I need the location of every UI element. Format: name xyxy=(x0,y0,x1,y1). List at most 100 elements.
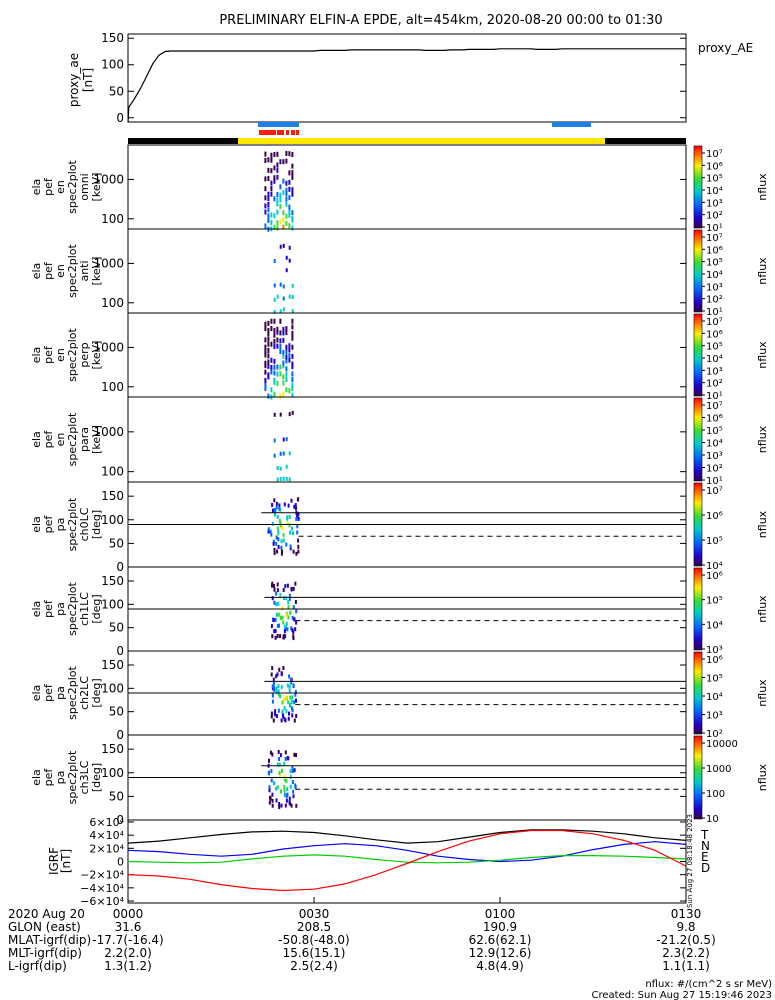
spectrogram-cell xyxy=(282,392,285,398)
proxy-ae-ylabel: proxy_ae xyxy=(67,53,81,107)
colorbar-tick-label: 1000 xyxy=(706,764,731,775)
pitch-angle-cell xyxy=(287,605,290,610)
pitch-angle-cell xyxy=(277,529,280,534)
pitch-angle-cell xyxy=(275,686,278,691)
pitch-angle-cell xyxy=(288,684,291,689)
spectrogram-cell xyxy=(288,195,291,201)
spectrogram-cell xyxy=(282,217,285,223)
pitch-angle-cell xyxy=(280,539,283,544)
collection-bar xyxy=(291,130,295,135)
spectrogram-cell xyxy=(273,175,276,181)
pitch-angle-cell xyxy=(289,530,291,535)
pitch-angle-cell xyxy=(271,581,274,586)
pitch-angle-cell xyxy=(278,518,281,523)
igrf-ylabel: IGRF xyxy=(47,847,61,875)
pitch-angle-cell xyxy=(275,591,278,596)
igrf-ytick-label: 6×10⁴ xyxy=(89,816,124,829)
spectrogram-cell xyxy=(264,321,267,327)
panel-ylabel: ela xyxy=(30,431,43,448)
colorbar-tick-label: 10² xyxy=(706,729,723,740)
spectrogram-cell xyxy=(273,178,276,184)
spectrogram-cell xyxy=(288,357,291,363)
pitch-angle-cell xyxy=(280,551,283,556)
collection-bar xyxy=(286,130,289,135)
science-zone-bar xyxy=(552,122,591,127)
colorbar xyxy=(693,482,703,567)
pitch-angle-cell xyxy=(289,544,292,549)
mlat-0130: -21.2(0.5) xyxy=(656,933,716,947)
pitch-angle-cell xyxy=(273,600,276,605)
spectrogram-cell xyxy=(279,349,282,354)
spectrogram-cell xyxy=(264,352,267,358)
spectrogram-cell xyxy=(282,224,285,230)
panel-pa_ch2: 10⁶ 10⁵ 10⁴ 10³ 10² nflux ela pef pa spec2plot ch2… xyxy=(30,650,769,742)
spectrogram-cell xyxy=(291,215,294,221)
spectrogram-cell xyxy=(273,309,276,314)
spectrogram-cell xyxy=(276,337,279,343)
pitch-angle-cell xyxy=(282,666,285,670)
colorbar-tick-label: 10⁶ xyxy=(706,329,723,340)
spectrogram-cell xyxy=(270,212,273,218)
pitch-angle-cell xyxy=(294,690,297,694)
pitch-angle-cell xyxy=(277,692,280,697)
ytick-label: 0 xyxy=(116,728,124,742)
spectrogram-cell xyxy=(273,391,276,397)
spectrogram-cell xyxy=(264,151,267,157)
spectrogram-cell xyxy=(291,361,294,367)
pitch-angle-cell xyxy=(290,803,293,808)
pitch-angle-cell xyxy=(285,621,288,626)
pitch-angle-cell xyxy=(286,583,289,588)
panel-ylabel: pef xyxy=(42,177,55,196)
panel-frame xyxy=(127,144,687,230)
pitch-angle-cell xyxy=(292,634,295,639)
pitch-angle-cell xyxy=(285,613,288,617)
spectrogram-cell xyxy=(291,187,294,193)
ytick-label: 50 xyxy=(109,789,124,803)
pitch-angle-cell xyxy=(272,618,275,623)
collection-bar xyxy=(277,130,284,135)
panel-ylabel: spec2plot xyxy=(66,666,79,720)
spectrogram-cell xyxy=(279,330,282,336)
spectrogram-cell xyxy=(282,476,285,481)
spectrogram-cell xyxy=(273,377,276,383)
pitch-angle-cell xyxy=(291,766,294,771)
pitch-angle-cell xyxy=(291,713,294,718)
pitch-angle-cell xyxy=(274,628,277,633)
spectrogram-cell xyxy=(273,213,276,219)
spectrogram-cell xyxy=(285,151,288,156)
time-tick-0100: 0100 xyxy=(485,907,516,921)
pitch-angle-cell xyxy=(280,616,283,621)
row-label-glon: GLON (east) xyxy=(8,920,81,934)
pitch-angle-cell xyxy=(275,602,278,607)
spectrogram-cell xyxy=(276,477,279,482)
pitch-angle-cell xyxy=(271,521,274,526)
spectrogram-cell xyxy=(285,187,288,193)
spectrogram-cell xyxy=(267,157,270,163)
pitch-angle-cell xyxy=(281,769,283,773)
igrf-ytick-label: 4×10⁴ xyxy=(89,829,124,842)
spectrogram-cell xyxy=(291,353,294,359)
colorbar-tick-label: 10⁵ xyxy=(706,674,723,685)
pitch-angle-cell xyxy=(279,593,282,597)
pitch-angle-cell xyxy=(271,803,274,808)
spectrogram-cell xyxy=(279,393,282,399)
pitch-angle-cell xyxy=(284,750,287,755)
spectrogram-cell xyxy=(282,380,285,386)
row-label-mlt: MLT-igrf(dip) xyxy=(8,946,82,960)
spectrogram-cell xyxy=(264,337,267,343)
spectrogram-cell xyxy=(267,336,270,342)
pitch-angle-cell xyxy=(291,615,294,620)
pitch-angle-cell xyxy=(276,634,279,638)
pitch-angle-cell xyxy=(284,756,287,761)
igrf-series-D xyxy=(127,829,687,892)
spectrogram-cell xyxy=(264,326,267,332)
igrf-legend-E: E xyxy=(701,850,709,864)
panel-ylabel: en xyxy=(54,433,67,447)
igrf-legend-T: T xyxy=(700,828,709,842)
spectrogram-cell xyxy=(279,159,282,165)
spectrogram-cell xyxy=(288,294,291,299)
spectrogram-cell xyxy=(282,159,285,165)
pitch-angle-cell xyxy=(273,498,276,503)
